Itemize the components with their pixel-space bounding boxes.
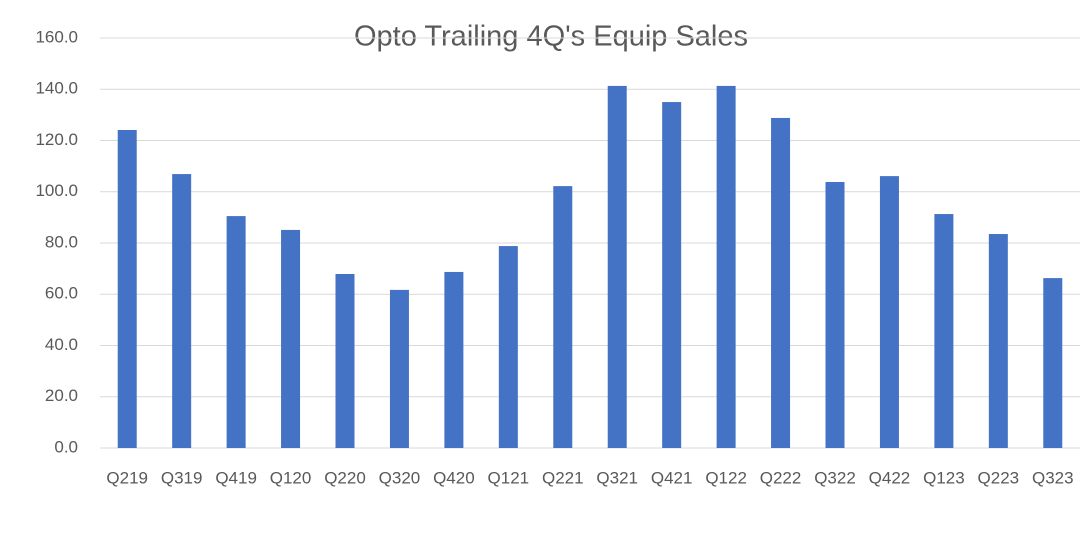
x-tick-label: Q123 bbox=[923, 468, 965, 487]
x-tick-label: Q321 bbox=[596, 468, 638, 487]
y-tick-label: 0.0 bbox=[54, 437, 78, 456]
y-tick-label: 60.0 bbox=[45, 284, 78, 303]
x-tick-label: Q320 bbox=[379, 468, 421, 487]
x-tick-label: Q219 bbox=[106, 468, 148, 487]
bar bbox=[226, 216, 246, 448]
x-tick-label: Q120 bbox=[270, 468, 312, 487]
x-tick-label: Q319 bbox=[161, 468, 203, 487]
bar bbox=[498, 246, 518, 448]
bar bbox=[988, 234, 1008, 448]
bar bbox=[607, 85, 627, 448]
x-tick-label: Q221 bbox=[542, 468, 584, 487]
y-tick-label: 20.0 bbox=[45, 386, 78, 405]
bar bbox=[281, 229, 301, 448]
bar bbox=[662, 102, 682, 448]
bar bbox=[825, 182, 845, 448]
x-tick-label: Q322 bbox=[814, 468, 856, 487]
bar bbox=[172, 174, 192, 448]
y-tick-label: 100.0 bbox=[35, 181, 78, 200]
x-tick-label: Q122 bbox=[705, 468, 747, 487]
y-tick-label: 140.0 bbox=[35, 79, 78, 98]
bar bbox=[335, 274, 355, 448]
bar bbox=[444, 271, 464, 448]
bar bbox=[1043, 278, 1063, 448]
x-tick-label: Q323 bbox=[1032, 468, 1074, 487]
bar bbox=[716, 85, 736, 448]
chart-title: Opto Trailing 4Q's Equip Sales bbox=[354, 21, 748, 53]
x-tick-label: Q422 bbox=[869, 468, 911, 487]
y-tick-label: 80.0 bbox=[45, 232, 78, 251]
y-tick-label: 120.0 bbox=[35, 130, 78, 149]
x-tick-label: Q121 bbox=[488, 468, 530, 487]
x-tick-label: Q223 bbox=[978, 468, 1020, 487]
bar bbox=[879, 176, 899, 448]
y-tick-label: 160.0 bbox=[35, 27, 78, 46]
x-tick-label: Q220 bbox=[324, 468, 366, 487]
x-tick-label: Q421 bbox=[651, 468, 693, 487]
y-tick-label: 40.0 bbox=[45, 335, 78, 354]
bar bbox=[771, 117, 791, 448]
bar bbox=[934, 214, 954, 448]
x-tick-label: Q419 bbox=[215, 468, 257, 487]
bar bbox=[553, 186, 573, 449]
bar bbox=[389, 289, 409, 448]
bar bbox=[117, 129, 137, 448]
x-tick-label: Q222 bbox=[760, 468, 802, 487]
x-tick-label: Q420 bbox=[433, 468, 475, 487]
